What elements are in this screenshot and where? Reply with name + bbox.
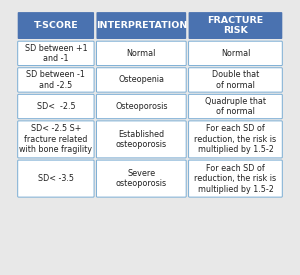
FancyBboxPatch shape — [189, 41, 282, 65]
FancyBboxPatch shape — [189, 94, 282, 119]
FancyBboxPatch shape — [189, 12, 282, 39]
FancyBboxPatch shape — [97, 12, 186, 39]
Text: SD< -2.5 S+
fracture related
with bone fragility: SD< -2.5 S+ fracture related with bone f… — [20, 125, 92, 154]
Text: Osteoporosis: Osteoporosis — [115, 102, 168, 111]
Text: For each SD of
reduction, the risk is
multiplied by 1.5-2: For each SD of reduction, the risk is mu… — [194, 125, 277, 154]
Text: Severe
osteoporosis: Severe osteoporosis — [116, 169, 167, 188]
Text: SD<  -2.5: SD< -2.5 — [37, 102, 75, 111]
Text: Normal: Normal — [221, 49, 250, 58]
FancyBboxPatch shape — [18, 68, 94, 92]
FancyBboxPatch shape — [18, 121, 94, 158]
FancyBboxPatch shape — [189, 160, 282, 197]
Text: SD between +1
and -1: SD between +1 and -1 — [25, 44, 87, 63]
FancyBboxPatch shape — [97, 160, 186, 197]
FancyBboxPatch shape — [18, 41, 94, 65]
Text: INTERPRETATION: INTERPRETATION — [96, 21, 187, 30]
Text: SD< -3.5: SD< -3.5 — [38, 174, 74, 183]
FancyBboxPatch shape — [97, 41, 186, 65]
Text: FRACTURE
RISK: FRACTURE RISK — [207, 16, 264, 35]
Text: Double that
of normal: Double that of normal — [212, 70, 259, 90]
Text: T-SCORE: T-SCORE — [34, 21, 78, 30]
FancyBboxPatch shape — [97, 94, 186, 119]
Text: Osteopenia: Osteopenia — [118, 75, 164, 84]
FancyBboxPatch shape — [18, 94, 94, 119]
FancyBboxPatch shape — [189, 121, 282, 158]
FancyBboxPatch shape — [97, 68, 186, 92]
FancyBboxPatch shape — [97, 121, 186, 158]
Text: SD between -1
and -2.5: SD between -1 and -2.5 — [26, 70, 85, 90]
Text: For each SD of
reduction, the risk is
multiplied by 1.5-2: For each SD of reduction, the risk is mu… — [194, 164, 277, 194]
Text: Established
osteoporosis: Established osteoporosis — [116, 130, 167, 149]
FancyBboxPatch shape — [18, 160, 94, 197]
Text: Normal: Normal — [127, 49, 156, 58]
Text: Quadruple that
of normal: Quadruple that of normal — [205, 97, 266, 116]
FancyBboxPatch shape — [189, 68, 282, 92]
FancyBboxPatch shape — [18, 12, 94, 39]
